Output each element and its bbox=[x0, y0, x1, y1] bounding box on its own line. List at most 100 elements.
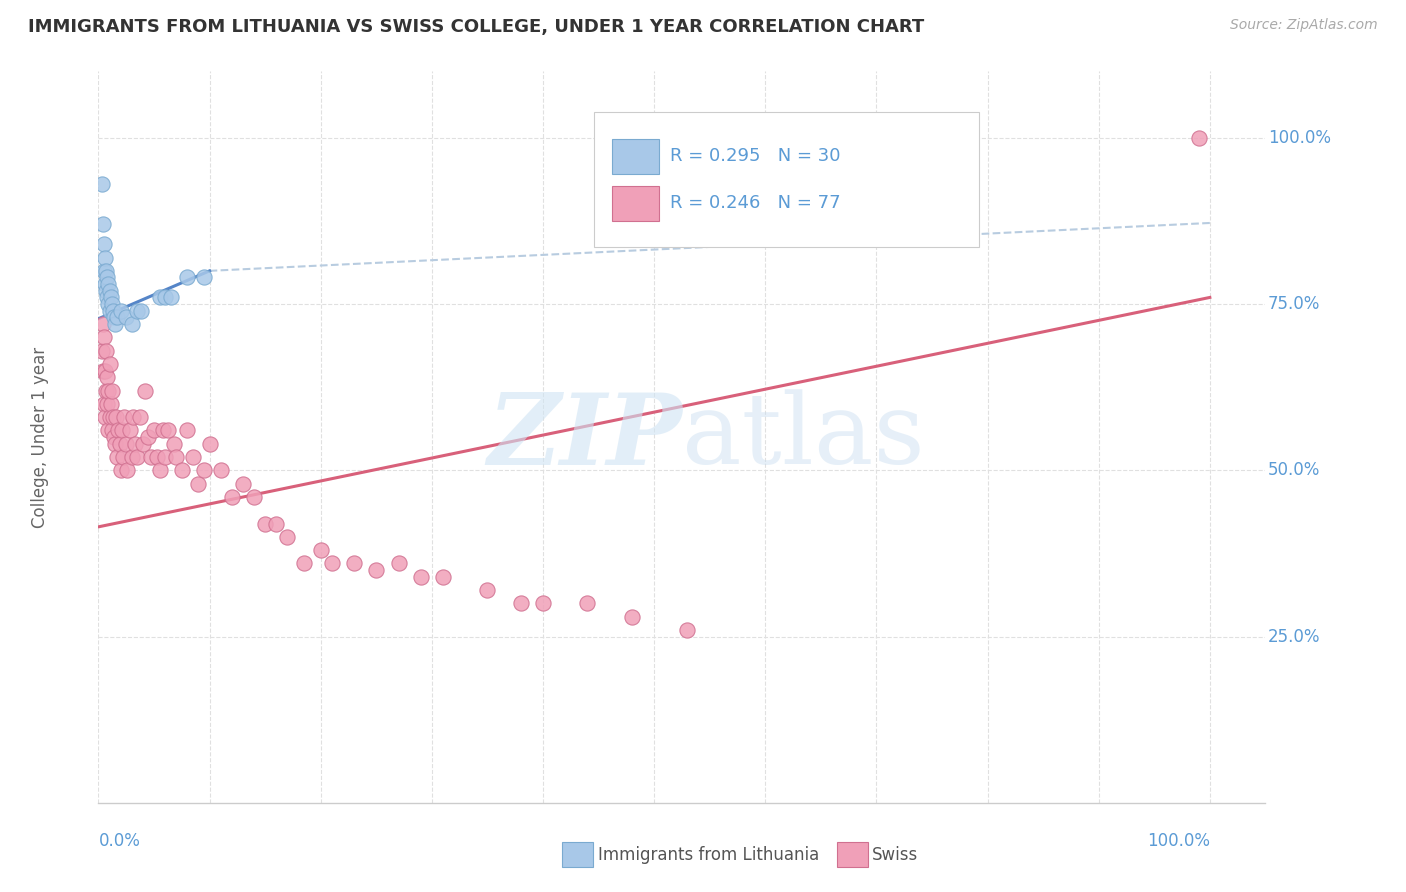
Point bbox=[96, 384, 118, 398]
Text: 50.0%: 50.0% bbox=[1268, 461, 1320, 479]
Point bbox=[181, 450, 204, 464]
Point bbox=[96, 397, 118, 411]
Point bbox=[97, 297, 120, 311]
Point bbox=[143, 424, 166, 438]
Point bbox=[157, 424, 180, 438]
Point bbox=[105, 450, 128, 464]
Text: ZIP: ZIP bbox=[486, 389, 682, 485]
Point bbox=[198, 436, 221, 450]
Point bbox=[193, 270, 215, 285]
Point bbox=[153, 290, 176, 304]
Point bbox=[148, 463, 170, 477]
Point bbox=[97, 424, 120, 438]
Point bbox=[93, 397, 115, 411]
Point bbox=[243, 490, 266, 504]
Point bbox=[122, 410, 145, 425]
Text: Source: ZipAtlas.com: Source: ZipAtlas.com bbox=[1230, 18, 1378, 32]
Text: College, Under 1 year: College, Under 1 year bbox=[31, 346, 49, 528]
Point bbox=[96, 284, 118, 298]
Point bbox=[309, 543, 332, 558]
Point bbox=[187, 476, 209, 491]
Point bbox=[91, 363, 114, 377]
Point bbox=[96, 290, 118, 304]
Point bbox=[101, 303, 124, 318]
Point bbox=[100, 297, 122, 311]
Point bbox=[477, 582, 499, 597]
Point bbox=[97, 384, 120, 398]
Point bbox=[124, 436, 146, 450]
Point bbox=[276, 530, 298, 544]
Point bbox=[321, 557, 343, 571]
Point bbox=[101, 410, 124, 425]
Text: R = 0.246   N = 77: R = 0.246 N = 77 bbox=[671, 194, 841, 212]
Point bbox=[91, 217, 114, 231]
Point bbox=[100, 290, 122, 304]
Point bbox=[409, 570, 432, 584]
Point bbox=[221, 490, 243, 504]
Point bbox=[170, 463, 193, 477]
Point bbox=[127, 450, 149, 464]
Point bbox=[676, 623, 699, 637]
Point bbox=[90, 343, 112, 358]
Point bbox=[93, 237, 115, 252]
Point bbox=[176, 270, 198, 285]
Point bbox=[103, 430, 125, 444]
Point bbox=[148, 290, 170, 304]
Point bbox=[98, 303, 121, 318]
Point bbox=[90, 178, 112, 192]
Point bbox=[104, 317, 127, 331]
Text: 75.0%: 75.0% bbox=[1268, 295, 1320, 313]
Point bbox=[531, 596, 554, 610]
Point bbox=[139, 450, 162, 464]
Point bbox=[111, 450, 134, 464]
Text: 100.0%: 100.0% bbox=[1147, 832, 1209, 850]
Point bbox=[153, 450, 176, 464]
Point bbox=[107, 424, 129, 438]
Point bbox=[387, 557, 409, 571]
Point bbox=[146, 450, 169, 464]
FancyBboxPatch shape bbox=[595, 112, 980, 247]
Point bbox=[118, 424, 141, 438]
Point bbox=[127, 303, 149, 318]
Bar bbox=[612, 138, 658, 174]
Point bbox=[110, 303, 132, 318]
Point bbox=[343, 557, 366, 571]
Text: R = 0.295   N = 30: R = 0.295 N = 30 bbox=[671, 147, 841, 165]
Point bbox=[115, 436, 138, 450]
Point bbox=[93, 264, 115, 278]
Point bbox=[264, 516, 287, 531]
Point bbox=[100, 424, 122, 438]
Point bbox=[121, 450, 143, 464]
Point bbox=[98, 284, 121, 298]
Point bbox=[620, 609, 643, 624]
Point bbox=[105, 410, 128, 425]
Text: Swiss: Swiss bbox=[872, 846, 918, 863]
Point bbox=[134, 384, 156, 398]
Text: 25.0%: 25.0% bbox=[1268, 628, 1320, 646]
Point bbox=[111, 424, 134, 438]
Point bbox=[110, 463, 132, 477]
Bar bbox=[612, 186, 658, 221]
Point bbox=[292, 557, 315, 571]
Point bbox=[209, 463, 232, 477]
Point bbox=[96, 264, 118, 278]
Point bbox=[93, 330, 115, 344]
Point bbox=[103, 310, 125, 325]
Text: IMMIGRANTS FROM LITHUANIA VS SWISS COLLEGE, UNDER 1 YEAR CORRELATION CHART: IMMIGRANTS FROM LITHUANIA VS SWISS COLLE… bbox=[28, 18, 924, 36]
Point bbox=[132, 436, 155, 450]
Point bbox=[1188, 131, 1211, 145]
Point bbox=[128, 410, 150, 425]
Point bbox=[97, 277, 120, 292]
Point bbox=[117, 463, 139, 477]
Point bbox=[94, 410, 117, 425]
Point bbox=[96, 270, 118, 285]
Point bbox=[96, 343, 118, 358]
Text: 0.0%: 0.0% bbox=[98, 832, 141, 850]
Text: Immigrants from Lithuania: Immigrants from Lithuania bbox=[598, 846, 818, 863]
Point bbox=[432, 570, 454, 584]
Point bbox=[163, 436, 186, 450]
Point bbox=[98, 357, 121, 371]
Point bbox=[176, 424, 198, 438]
Point bbox=[115, 310, 138, 325]
Point bbox=[232, 476, 254, 491]
